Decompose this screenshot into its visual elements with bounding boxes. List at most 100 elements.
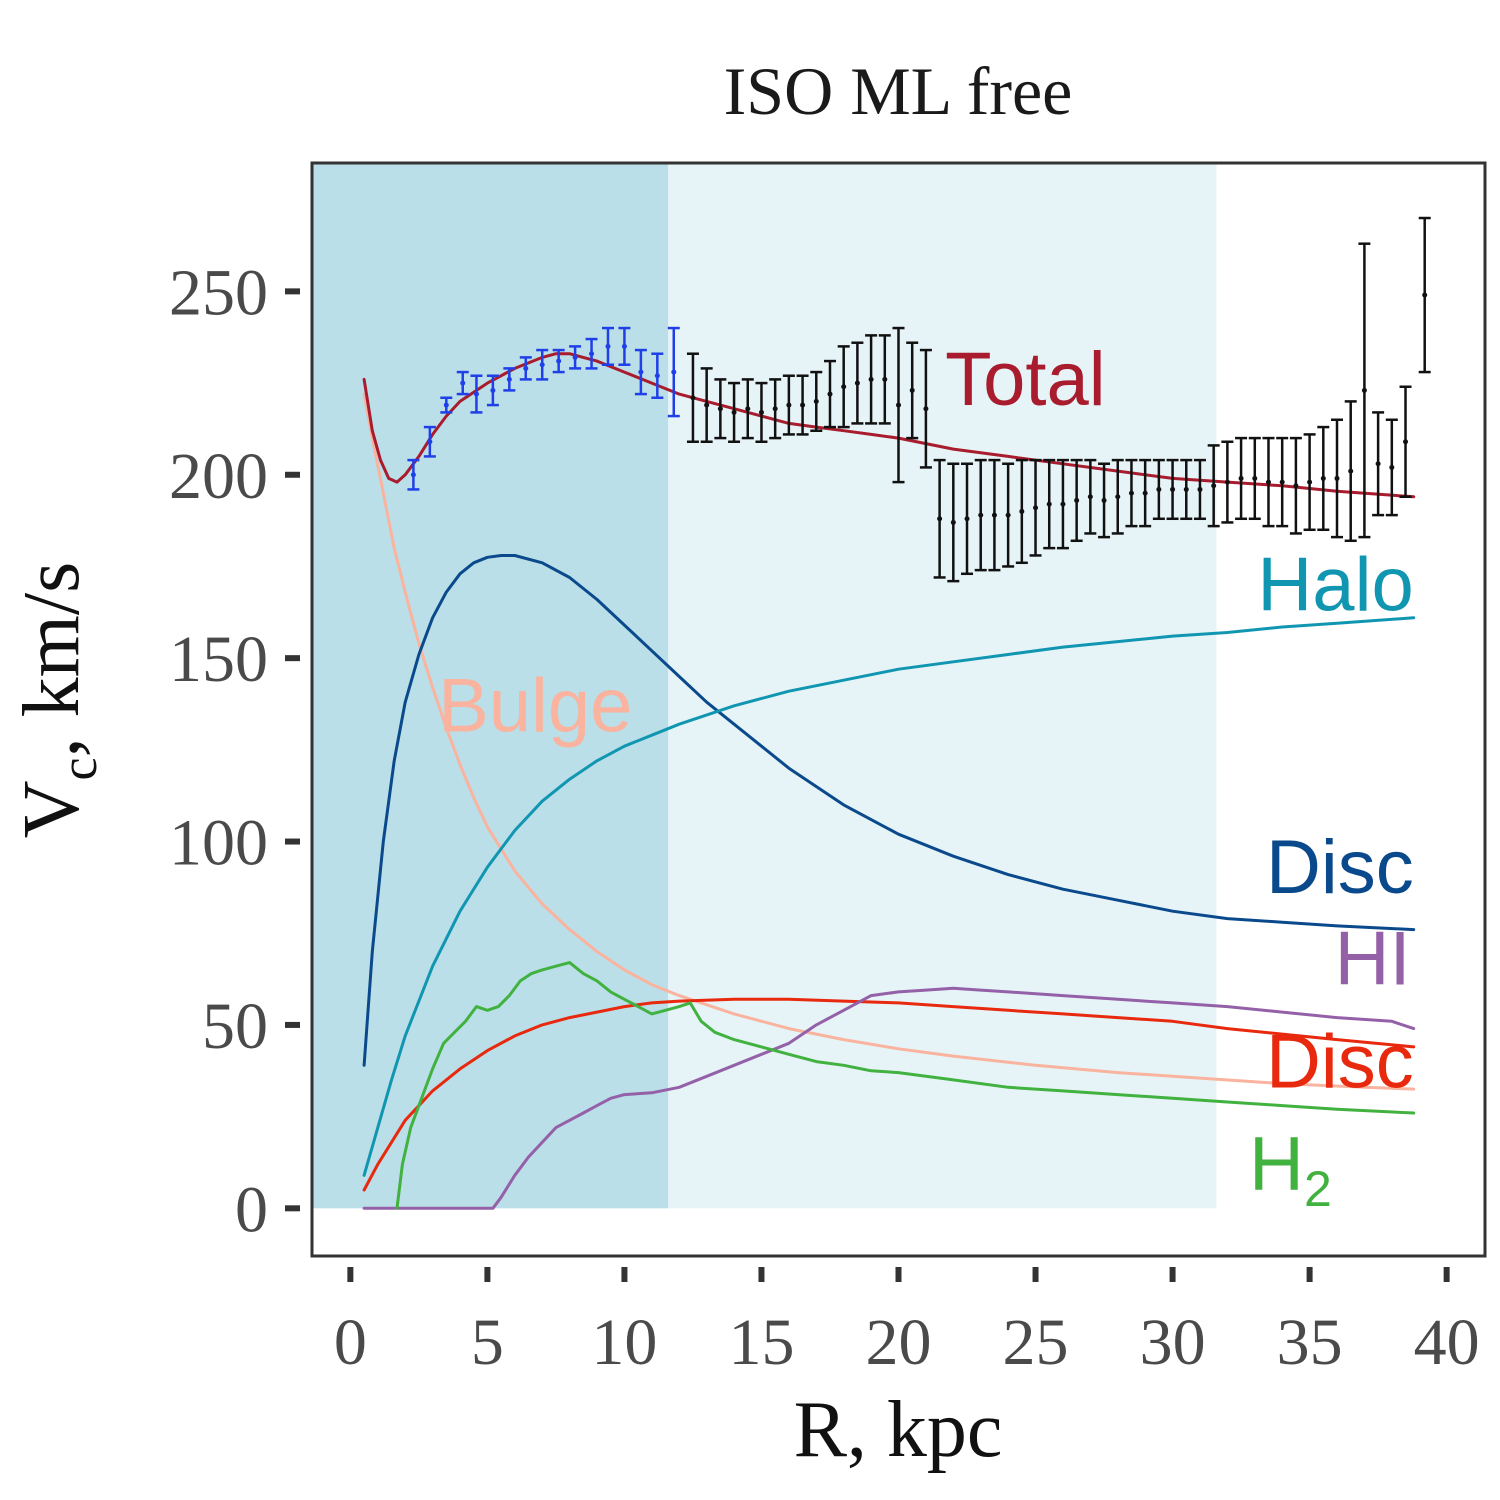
inner-data-point [667, 326, 680, 418]
curve-label-h2: H2 [1249, 1122, 1332, 1217]
outer-data-point [1111, 458, 1124, 535]
outer-data-point [1139, 458, 1152, 528]
inner-data-point [519, 356, 532, 381]
outer-data-point [906, 341, 919, 440]
inner-data-point [618, 326, 631, 366]
inner-data-point [634, 348, 647, 396]
outer-data-point [1385, 418, 1398, 517]
series-line-hi [362, 986, 1416, 1210]
inner-data-point [486, 374, 499, 407]
outer-data-point [1098, 462, 1111, 539]
outer-data-point [1166, 458, 1179, 521]
y-tick-label: 150 [169, 623, 268, 696]
series-line-halo [362, 616, 1416, 1177]
x-tick-label: 25 [1003, 1306, 1069, 1379]
outer-data-point [796, 374, 809, 436]
outer-data-point [1372, 411, 1385, 517]
outer-data-point [755, 381, 768, 444]
series-line-h2 [395, 961, 1416, 1210]
x-tick-label: 35 [1277, 1306, 1343, 1379]
y-tick-label: 0 [235, 1173, 268, 1246]
outer-data-point [974, 458, 987, 572]
outer-data-point [1248, 436, 1261, 521]
inner-data-point [651, 352, 664, 399]
series-line-bulge [362, 392, 1416, 1091]
outer-data-point [1002, 462, 1015, 568]
x-tick-label: 10 [591, 1306, 657, 1379]
series-line-disc-gas [362, 997, 1416, 1192]
outer-data-point [823, 359, 836, 429]
outer-data-point [1193, 458, 1206, 521]
curve-label-disc: Disc [1266, 825, 1414, 910]
y-tick-label: 50 [202, 990, 268, 1063]
outer-data-point [1125, 458, 1138, 528]
x-tick-label: 15 [728, 1306, 794, 1379]
inner-data-point [552, 348, 565, 374]
inner-data-point [423, 425, 436, 458]
inner-data-point [585, 337, 598, 370]
x-tick-label: 5 [471, 1306, 504, 1379]
x-tick-label: 20 [866, 1306, 932, 1379]
inner-data-point [601, 326, 614, 366]
inner-data-point [503, 367, 516, 392]
outer-data-point [686, 352, 699, 444]
y-axis-ticks: 0 50 100 150 200 250 [169, 256, 300, 1246]
outer-data-point [1358, 242, 1371, 539]
series-line-disc [362, 554, 1416, 1067]
curve-label-disc: Disc [1266, 1019, 1414, 1104]
outer-data-point [865, 334, 878, 425]
outer-data-point [1276, 436, 1289, 528]
x-tick-label: 0 [334, 1306, 367, 1379]
curve-label-halo: Halo [1257, 542, 1413, 627]
x-tick-label: 40 [1414, 1306, 1480, 1379]
outer-data-point [1029, 458, 1042, 557]
y-tick-label: 250 [169, 256, 268, 329]
x-axis-label: R, kpc [794, 1386, 1003, 1474]
y-axis-label-main: V [8, 780, 96, 838]
curve-label-total: Total [945, 337, 1106, 422]
x-axis-ticks: 0 5 10 15 20 25 30 35 40 [334, 1267, 1480, 1379]
y-tick-label: 200 [169, 440, 268, 513]
y-axis-label: Vc, km/s [8, 562, 108, 838]
outer-data-point [728, 381, 741, 444]
outer-data-point [1262, 436, 1275, 528]
inner-data-point [569, 345, 582, 370]
outer-data-point [1152, 458, 1165, 521]
outer-data-point [1399, 385, 1412, 499]
y-axis-label-unit: , km/s [8, 562, 96, 758]
y-tick-label: 100 [169, 807, 268, 880]
observed-data [407, 216, 1431, 583]
outer-data-point [1235, 436, 1248, 521]
outer-data-point [1015, 458, 1028, 565]
outer-data-point [810, 370, 823, 432]
outer-data-point [892, 326, 905, 484]
inner-data-point [440, 396, 453, 414]
outer-data-point [1207, 444, 1220, 528]
shaded-region-2 [668, 163, 1217, 1209]
outer-data-point [1043, 458, 1056, 550]
y-axis-label-subscript: c [51, 757, 108, 780]
x-tick-label: 30 [1140, 1306, 1206, 1379]
outer-data-point [741, 378, 754, 440]
outer-data-point [947, 462, 960, 583]
inner-data-point [536, 348, 549, 381]
model-curves [362, 352, 1416, 1210]
outer-data-point [1180, 458, 1193, 521]
outer-data-point [988, 458, 1001, 572]
outer-data-point [961, 462, 974, 576]
outer-data-point [1070, 458, 1083, 543]
inner-data-point [407, 458, 420, 491]
outer-data-point [1221, 440, 1234, 524]
curve-label-bulge: Bulge [438, 664, 632, 749]
outer-data-point [1344, 400, 1357, 543]
outer-data-point [933, 458, 946, 579]
plot-frame [310, 161, 1487, 1258]
outer-data-point [1317, 425, 1330, 532]
outer-data-point [714, 378, 727, 440]
outer-data-point [1303, 433, 1316, 532]
curve-label-hi: HI [1335, 917, 1411, 1002]
outer-data-point [878, 334, 891, 425]
chart-title: ISO ML free [724, 53, 1073, 129]
outer-data-point [700, 367, 713, 444]
